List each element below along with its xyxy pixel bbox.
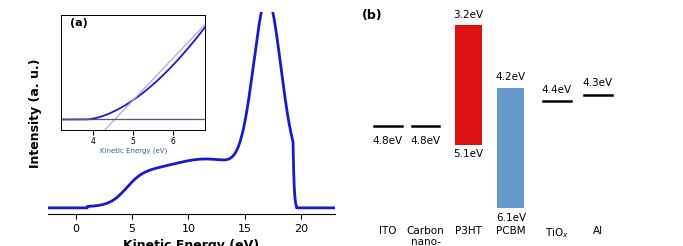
Text: 4.3eV: 4.3eV xyxy=(583,78,613,88)
X-axis label: Kinetic Energy (eV): Kinetic Energy (eV) xyxy=(100,147,167,154)
Text: (b): (b) xyxy=(362,9,382,22)
Text: ITO: ITO xyxy=(379,226,397,236)
Text: (a): (a) xyxy=(70,18,88,28)
Y-axis label: Intensity (a. u.): Intensity (a. u.) xyxy=(29,58,42,168)
Bar xyxy=(497,88,525,208)
Text: 3.2eV: 3.2eV xyxy=(454,10,484,20)
Text: Al: Al xyxy=(593,226,603,236)
Text: 4.8eV: 4.8eV xyxy=(410,136,441,146)
Text: 4.4eV: 4.4eV xyxy=(542,85,572,95)
Text: 4.2eV: 4.2eV xyxy=(496,72,526,82)
Text: P3HT: P3HT xyxy=(455,226,482,236)
Text: 5.1eV: 5.1eV xyxy=(454,150,484,159)
X-axis label: Kinetic Energy (eV): Kinetic Energy (eV) xyxy=(123,239,260,246)
Text: TiO$_x$: TiO$_x$ xyxy=(545,226,569,240)
Text: 4.8eV: 4.8eV xyxy=(373,136,403,146)
Text: 6.1eV: 6.1eV xyxy=(496,213,526,223)
Text: Carbon
nano-
structure: Carbon nano- structure xyxy=(402,226,449,246)
Text: PCBM: PCBM xyxy=(496,226,526,236)
Bar xyxy=(455,25,482,145)
